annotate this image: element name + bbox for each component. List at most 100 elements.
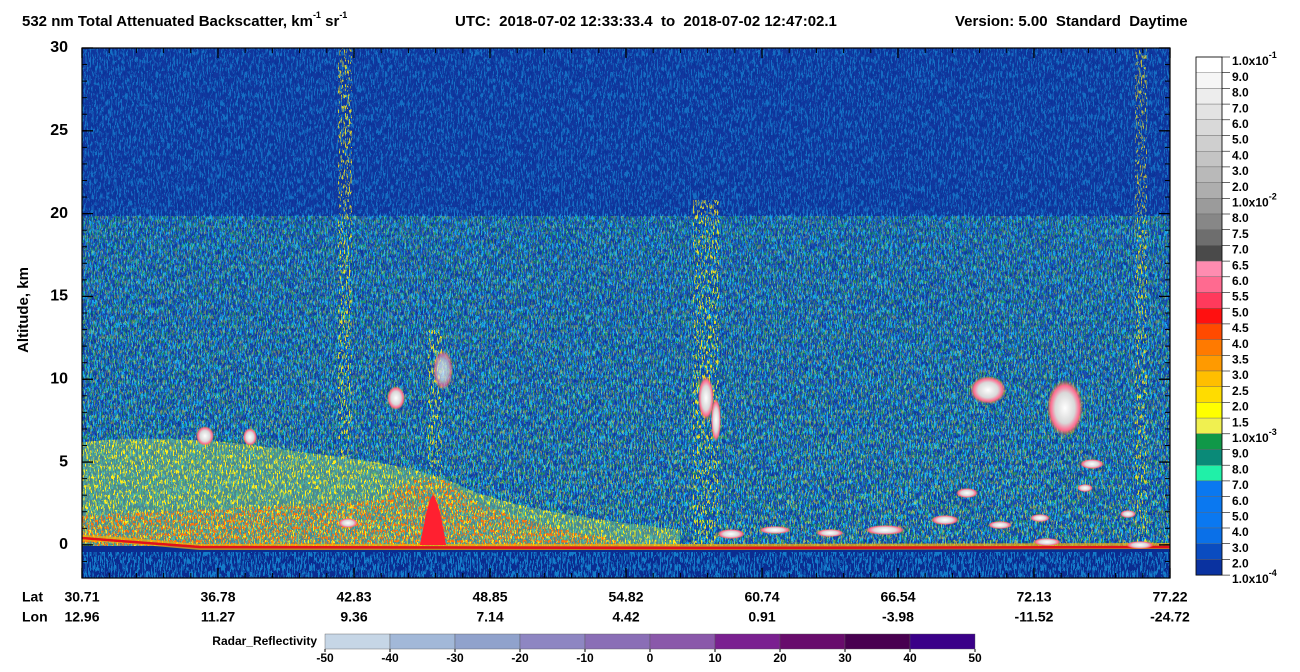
cloud: [698, 376, 714, 420]
colorbar-label: 7.0: [1232, 478, 1249, 492]
text-part: 532 nm Total Attenuated Backscatter, km: [22, 13, 313, 30]
x-row-name: Lat: [22, 589, 43, 605]
radar-colorbar-bin: [519, 633, 586, 650]
cloud: [196, 426, 214, 446]
colorbar-label: 6.5: [1232, 258, 1249, 272]
radar-tick-label: -10: [576, 651, 594, 665]
y-tick-label: 20: [50, 205, 68, 222]
radar-tick-label: 10: [708, 651, 722, 665]
cloud: [1126, 541, 1154, 549]
colorbar-label: 4.5: [1232, 321, 1249, 335]
colorbar-label: 8.0: [1232, 86, 1249, 100]
colorbar-label: 8.0: [1232, 211, 1249, 225]
x-tick-label: -11.52: [1015, 609, 1054, 625]
x-tick-label: 60.74: [744, 589, 779, 605]
colorbar-label: 1.0x10-3: [1232, 427, 1277, 445]
colorbar-bin: [1195, 339, 1223, 356]
colorbar-label: 6.0: [1232, 494, 1249, 508]
text-part: 1.0x10: [1232, 431, 1269, 445]
colorbar-label: 2.0: [1232, 400, 1249, 414]
colorbar-bin: [1195, 276, 1223, 293]
x-tick-label: 54.82: [608, 589, 643, 605]
x-tick-label: 12.96: [64, 609, 99, 625]
colorbar-bin: [1195, 119, 1223, 136]
colorbar-bin: [1195, 543, 1223, 560]
colorbar-bin: [1195, 166, 1223, 183]
superscript: -3: [1269, 427, 1277, 437]
radar-colorbar-bin: [844, 633, 911, 650]
colorbar-bin: [1195, 245, 1223, 262]
colorbar-bin: [1195, 88, 1223, 105]
cloud: [387, 386, 405, 410]
x-row-name: Lon: [22, 609, 48, 625]
radar-colorbar-bin: [909, 633, 976, 650]
colorbar-label: 5.0: [1232, 305, 1249, 319]
colorbar-bin: [1195, 103, 1223, 120]
colorbar-bin: [1195, 323, 1223, 340]
radar-colorbar-bin: [389, 633, 456, 650]
radar-tick-label: -30: [446, 651, 464, 665]
x-tick-label: 11.27: [201, 609, 235, 625]
superscript: -2: [1269, 192, 1277, 202]
radar-colorbar-bin: [584, 633, 651, 650]
cloud: [956, 488, 978, 498]
y-tick-label: 0: [59, 536, 68, 553]
cloud: [970, 376, 1006, 404]
colorbar-bin: [1195, 417, 1223, 435]
chart-title: 532 nm Total Attenuated Backscatter, km -…: [22, 10, 347, 30]
x-tick-label: -24.72: [1150, 609, 1190, 625]
colorbar-label: 1.0x10-1: [1232, 50, 1277, 68]
colorbar-label: 4.0: [1232, 525, 1249, 539]
radar-colorbar-bin: [779, 633, 846, 650]
radar-tick-label: 20: [773, 651, 787, 665]
colorbar-bin: [1195, 72, 1223, 89]
radar-colorbar-bin: [324, 633, 391, 650]
colorbar-label: 2.5: [1232, 384, 1249, 398]
colorbar-bin: [1195, 512, 1223, 529]
colorbar-bin: [1195, 480, 1223, 497]
y-tick-label: 25: [50, 122, 68, 139]
streak: [1135, 48, 1147, 546]
x-tick-label: 9.36: [340, 609, 367, 625]
x-tick-label: 42.83: [336, 589, 371, 605]
colorbar-bin: [1195, 198, 1223, 215]
radar-colorbar-bin: [454, 633, 521, 650]
cloud: [711, 398, 721, 442]
y-tick-label: 10: [50, 370, 68, 387]
cloud: [1120, 510, 1136, 518]
text-part: 1.0x10: [1232, 572, 1269, 586]
cloud: [1047, 380, 1083, 436]
cloud: [816, 529, 844, 537]
colorbar-frame: [1195, 56, 1223, 576]
cloud: [988, 521, 1012, 529]
colorbar-bin: [1195, 370, 1223, 387]
radar-tick-label: 50: [968, 651, 982, 665]
x-tick-label: 4.42: [612, 609, 639, 625]
radar-tick-label: -20: [511, 651, 529, 665]
streak: [693, 200, 719, 546]
chart-subtitle: UTC: 2018-07-02 12:33:33.4 to 2018-07-02…: [455, 13, 837, 30]
y-tick-label: 5: [59, 453, 68, 470]
cloud: [338, 518, 358, 528]
colorbar-label: 5.5: [1232, 290, 1249, 304]
surface-return: [82, 536, 1170, 550]
colorbar-bin: [1195, 150, 1223, 168]
colorbar-bin: [1195, 433, 1223, 450]
colorbar-label: 2.0: [1232, 557, 1249, 571]
x-tick-label: 66.54: [880, 589, 915, 605]
colorbar-bin: [1195, 213, 1223, 230]
x-tick-label: 30.71: [64, 589, 99, 605]
y-axis-label: Altitude, km: [15, 267, 32, 353]
colorbar-label: 7.5: [1232, 227, 1249, 241]
colorbar-label: 9.0: [1232, 447, 1249, 461]
superscript: -1: [339, 10, 347, 20]
colorbar-label: 3.5: [1232, 352, 1249, 366]
colorbar-bin: [1195, 386, 1223, 403]
superscript: -4: [1269, 568, 1277, 578]
x-tick-label: 77.22: [1152, 589, 1187, 605]
radar-tick-label: 0: [647, 651, 654, 665]
radar-tick-label: -50: [316, 651, 334, 665]
radar-tick-label: 30: [838, 651, 852, 665]
clouds: [196, 350, 1154, 549]
